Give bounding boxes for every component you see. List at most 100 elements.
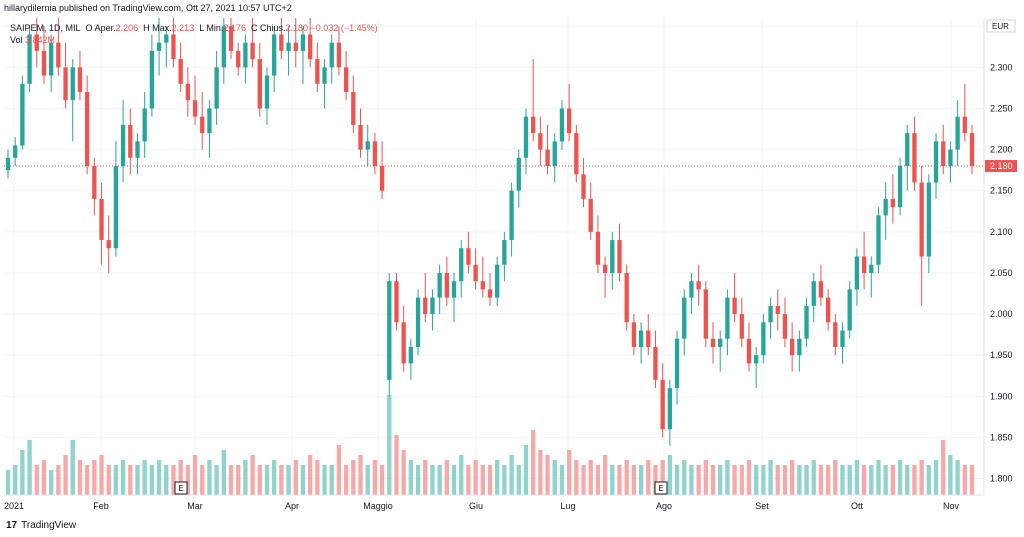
candle-body [135,141,140,158]
candle-body [372,141,378,167]
candle [955,100,960,167]
volume-bar [92,460,97,495]
candle-body [451,281,457,298]
volume-bar [574,460,579,495]
volume-bar [329,465,334,495]
candle-body [171,34,176,60]
candle-body [70,67,75,101]
volume-bar [775,465,780,495]
volume-bar [286,465,291,495]
candle [70,59,75,142]
volume-bar [631,465,637,495]
candle [646,314,651,356]
candle-body [13,145,18,158]
candle-body [92,166,97,199]
earnings-marker [174,481,188,495]
candle-body [531,116,536,134]
candle [228,18,234,60]
candle-body [682,297,687,339]
volume-bar [99,455,104,495]
volume-bar [610,465,615,495]
candle [113,141,119,257]
candle-body [516,157,521,191]
candle-body [962,116,967,134]
candle [825,289,831,331]
candle-body [660,379,665,430]
volume-bar [933,460,939,495]
volume-bar [63,455,68,495]
candle [63,42,68,109]
volume-bar [70,440,75,495]
earnings-marker-label: E [658,484,663,493]
volume-bar [732,465,737,495]
candle [897,157,903,216]
candle [876,207,881,273]
volume-bar [178,460,183,495]
candle-body [624,272,629,323]
candle [351,75,356,134]
candle [559,100,565,150]
candle-body [890,198,896,208]
change-percent: (−1.45%) [340,23,378,33]
volume-bar [480,465,485,495]
candle [509,182,514,257]
volume-bar [41,460,47,495]
candle-body [379,166,385,191]
volume-bar [300,465,306,495]
candle-body [761,322,766,356]
tradingview-logo[interactable]: 17 TradingView [6,520,76,531]
candle [689,272,694,315]
volume-bar [833,460,838,495]
candle-body [120,124,126,167]
x-tick-label: Mar [187,501,203,511]
candle [92,157,97,216]
candle-body [710,338,716,347]
volume-bar [250,455,255,495]
volume-bar [602,455,608,495]
volume-bar [531,430,536,495]
candle [574,124,579,183]
volume-bar [444,460,449,495]
candle-body [286,42,291,51]
candle-body [905,133,910,167]
candle [250,18,255,68]
candle [286,26,291,76]
y-tick-label: 1.900 [990,391,1013,401]
volume-bar [682,460,687,495]
candle-body [495,264,500,298]
candle-body [818,281,824,298]
volume-bar [890,465,896,495]
candle-body [833,322,838,347]
candle [538,116,543,167]
candle [667,379,673,446]
candle [444,256,449,306]
volume-bar [221,450,226,495]
candle [185,67,191,117]
candle-body [674,338,680,389]
candle [408,338,414,380]
volume-bar [905,465,910,495]
y-tick-label: 2.050 [990,268,1013,278]
candle [768,297,773,339]
volume-bar [156,460,162,495]
candle-body [164,34,169,43]
volume-bar [523,445,529,495]
candle [379,141,385,199]
volume-bar [408,460,414,495]
volume-bar [495,460,500,495]
candle [789,322,795,372]
y-tick-label: 2.150 [990,186,1013,196]
volume-bar [430,465,435,495]
volume-bar [307,455,313,495]
candle-body [538,133,543,150]
candle [200,92,205,150]
candle [192,75,198,125]
volume-bar [502,465,507,495]
volume-bar [120,460,126,495]
y-tick-label: 1.800 [990,474,1013,484]
candle [106,215,111,273]
x-tick-label: Lug [560,501,575,511]
currency-label: EUR [992,22,1009,31]
candle [754,346,759,389]
